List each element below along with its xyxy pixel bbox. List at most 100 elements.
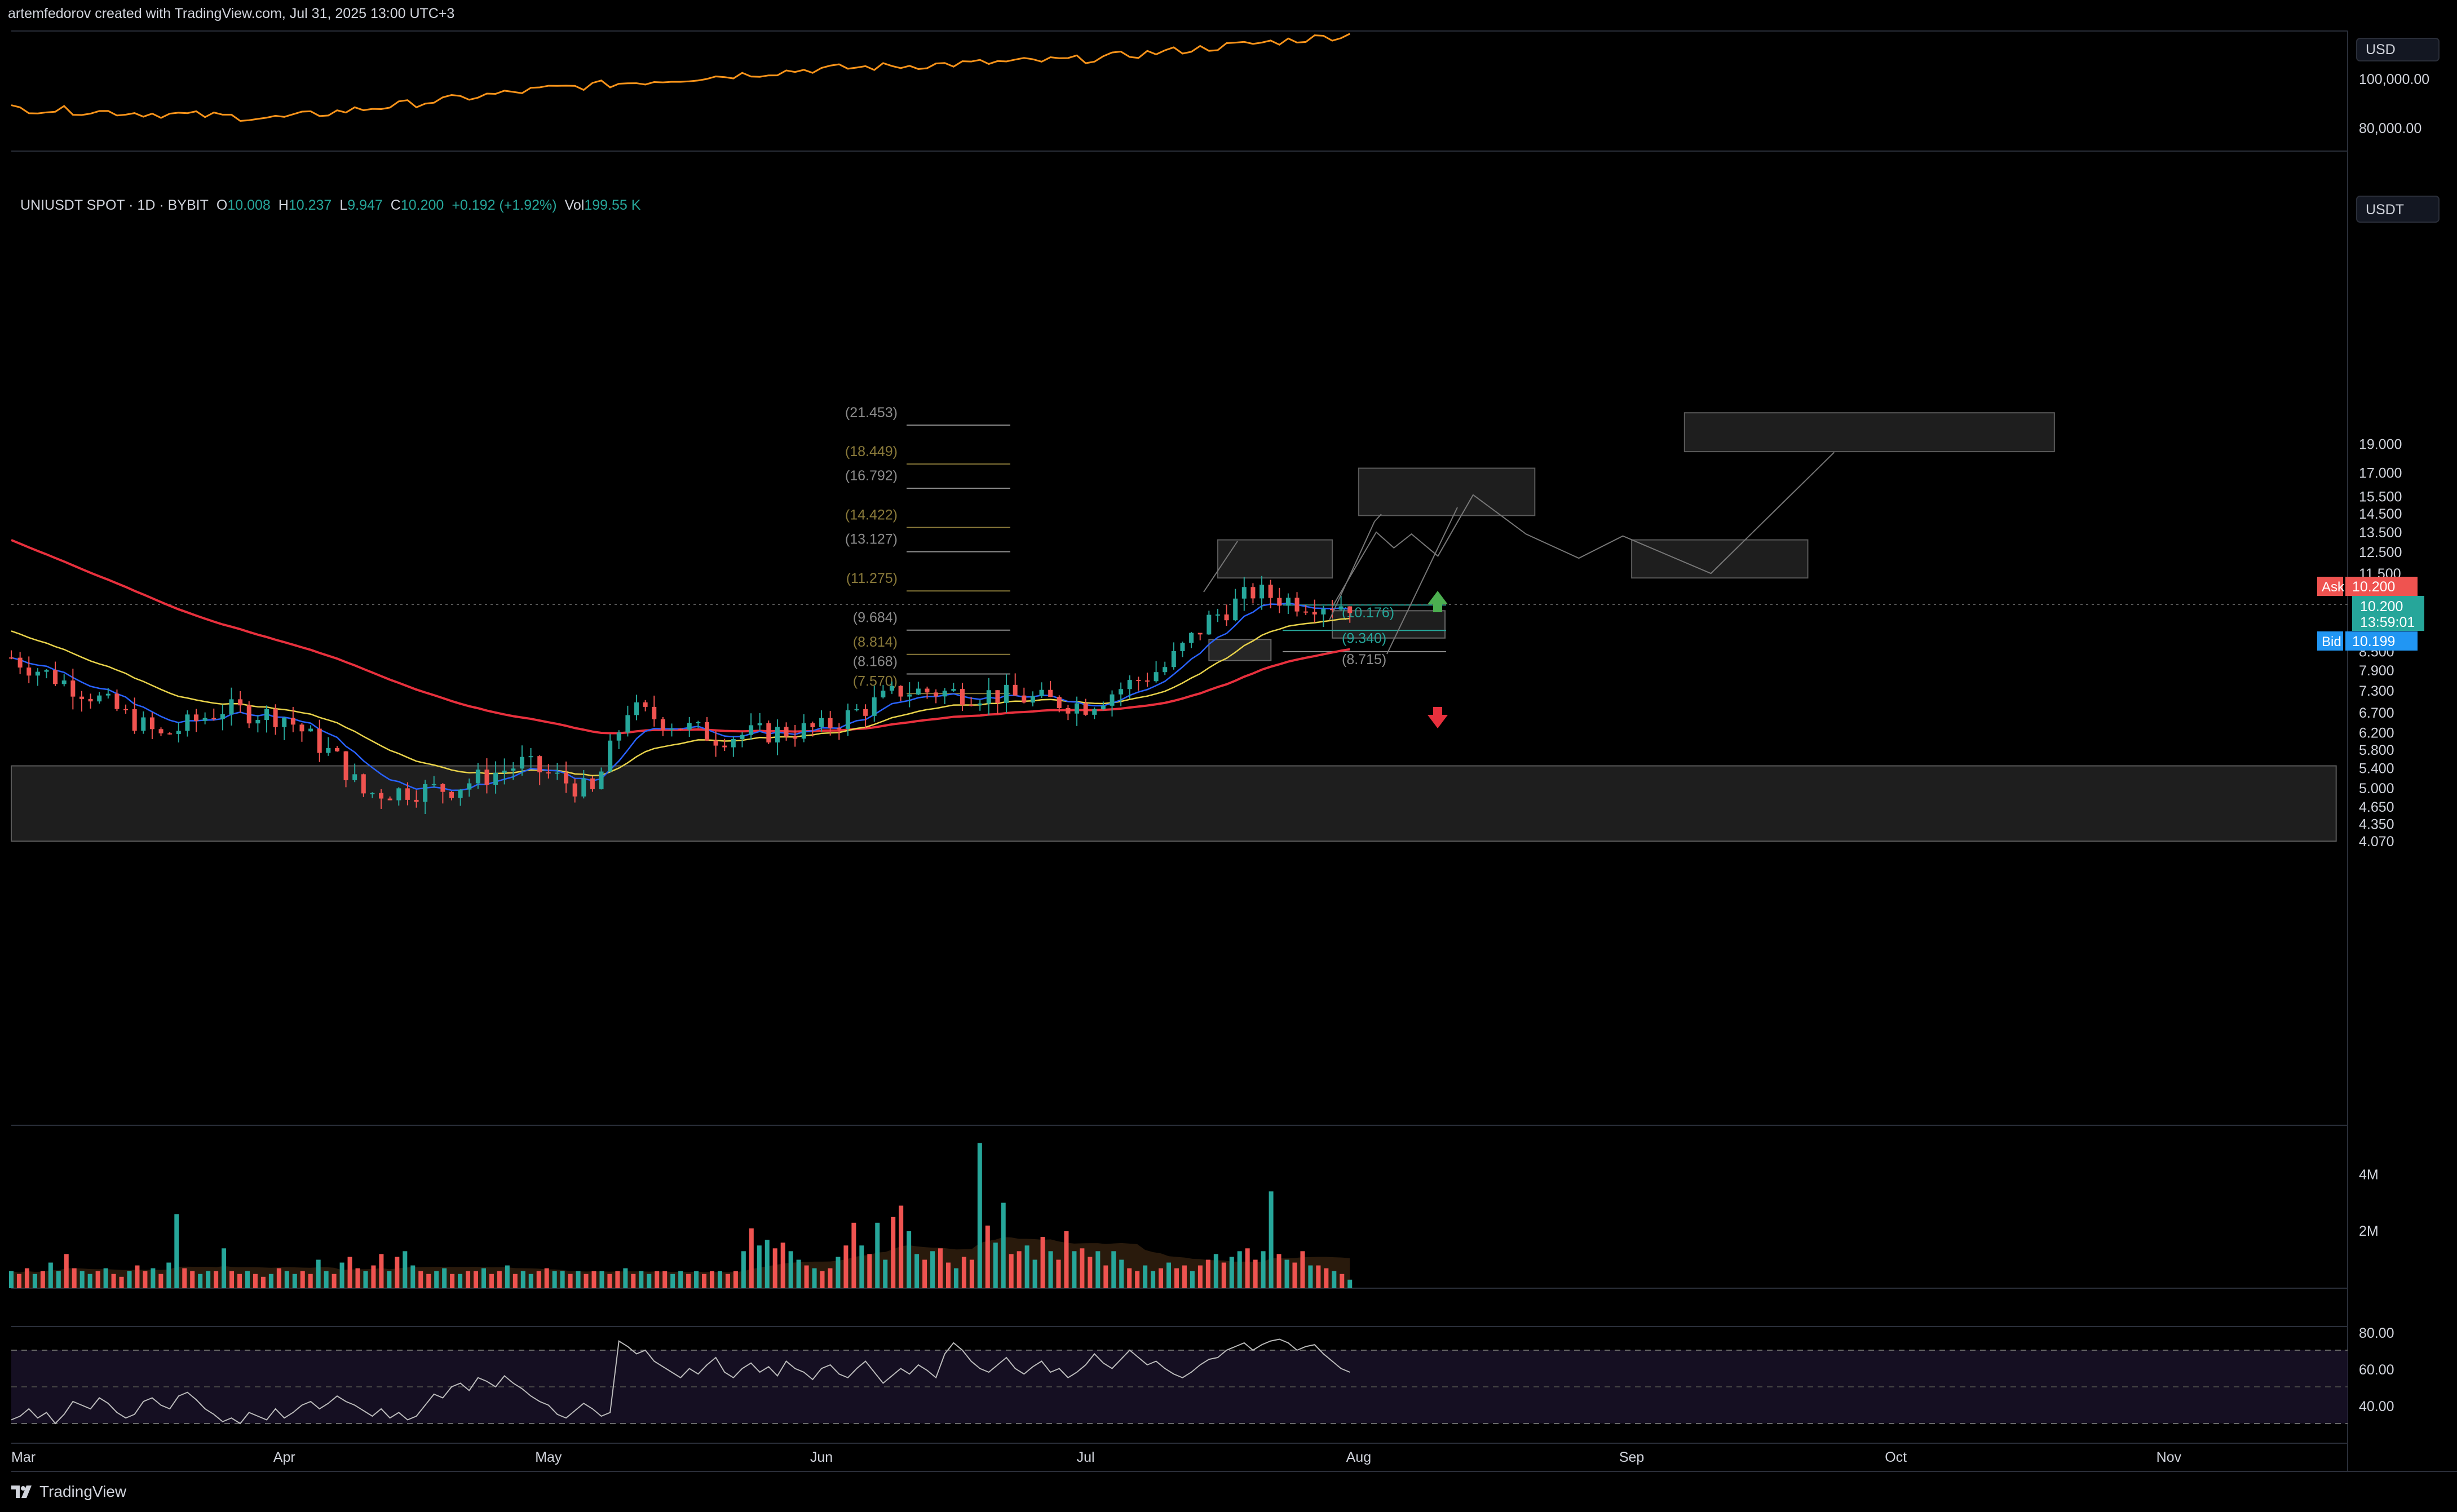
candle-body bbox=[1260, 585, 1265, 599]
candle-body bbox=[1136, 680, 1141, 682]
volume-bar bbox=[1159, 1268, 1164, 1288]
attribution-text: artemfedorov created with TradingView.co… bbox=[8, 6, 455, 21]
candle-body bbox=[475, 770, 480, 784]
symbol-legend: UNIUSDT SPOT · 1D · BYBIT O10.008 H10.23… bbox=[20, 197, 640, 214]
volume-bar bbox=[584, 1274, 589, 1288]
volume-bar bbox=[222, 1248, 227, 1288]
volume-bar bbox=[40, 1271, 45, 1288]
target-box[interactable] bbox=[1332, 610, 1446, 639]
candle-body bbox=[590, 778, 595, 789]
zone-box[interactable] bbox=[1631, 539, 1809, 579]
candle-body bbox=[264, 709, 269, 720]
candle-body bbox=[1030, 696, 1035, 703]
price-y-tick: 4.350 bbox=[2359, 817, 2394, 833]
last-price-value: 10.200 bbox=[2360, 599, 2403, 614]
volume-bar bbox=[56, 1271, 61, 1288]
candle-body bbox=[986, 690, 991, 704]
entry-box[interactable] bbox=[1208, 639, 1272, 661]
volume-bar bbox=[458, 1274, 463, 1288]
volume-bar bbox=[686, 1274, 691, 1288]
volume-bar bbox=[796, 1259, 801, 1288]
volume-bar bbox=[804, 1265, 809, 1288]
volume-bar bbox=[158, 1274, 163, 1288]
volume-bar bbox=[64, 1254, 69, 1288]
volume-bar bbox=[717, 1271, 722, 1288]
candle-body bbox=[819, 718, 824, 727]
price-y-tick: 4.070 bbox=[2359, 834, 2394, 850]
volume-bar bbox=[497, 1271, 502, 1288]
candle-body bbox=[881, 691, 886, 698]
volume-bar bbox=[1237, 1251, 1242, 1288]
volume-bar bbox=[1245, 1248, 1250, 1288]
candle-body bbox=[238, 699, 243, 706]
high-label: H bbox=[278, 197, 289, 213]
ema-mid-line bbox=[11, 617, 1350, 777]
volume-bar bbox=[883, 1259, 888, 1288]
candle-body bbox=[167, 733, 173, 735]
tradingview-logo[interactable]: TradingView bbox=[11, 1483, 126, 1501]
btc-y-tick: 100,000.00 bbox=[2359, 72, 2429, 87]
volume-bar bbox=[1166, 1262, 1172, 1288]
candle-body bbox=[1163, 667, 1168, 673]
volume-bar bbox=[772, 1248, 777, 1288]
candle-body bbox=[572, 783, 577, 797]
time-x-tick: Jul bbox=[1077, 1449, 1095, 1465]
candle-body bbox=[1224, 614, 1229, 621]
candle-body bbox=[79, 696, 84, 699]
candle-body bbox=[643, 702, 648, 707]
time-x-tick: May bbox=[535, 1449, 562, 1465]
candles bbox=[9, 576, 1353, 815]
volume-bar bbox=[1080, 1248, 1085, 1288]
zone-box[interactable] bbox=[1217, 539, 1333, 579]
candle-body bbox=[414, 799, 419, 802]
candle-body bbox=[555, 772, 560, 774]
volume-bar bbox=[623, 1268, 628, 1288]
candle-body bbox=[898, 686, 903, 697]
volume-bar bbox=[969, 1259, 974, 1288]
time-x-tick: Apr bbox=[273, 1449, 295, 1465]
volume-bar bbox=[466, 1271, 471, 1288]
candle-body bbox=[1022, 695, 1027, 703]
price-y-tick: 5.800 bbox=[2359, 742, 2394, 758]
zone-box[interactable] bbox=[11, 765, 2337, 842]
price-y-tick: 15.500 bbox=[2359, 489, 2402, 505]
candle-body bbox=[361, 774, 366, 794]
candle-body bbox=[1110, 694, 1115, 706]
volume-bar bbox=[907, 1231, 912, 1288]
candle-body bbox=[343, 751, 348, 780]
symbol-title[interactable]: UNIUSDT SPOT · 1D · BYBIT bbox=[20, 197, 209, 213]
candle-body bbox=[775, 727, 780, 742]
open-label: O bbox=[216, 197, 228, 213]
candle-body bbox=[784, 727, 789, 737]
volume-bar bbox=[1072, 1251, 1077, 1288]
zone-box[interactable] bbox=[1683, 412, 2055, 453]
volume-bar bbox=[512, 1274, 518, 1288]
candle-body bbox=[396, 788, 401, 801]
position-label: (9.340) bbox=[1342, 630, 1386, 646]
candle-body bbox=[1207, 614, 1212, 635]
candle-body bbox=[440, 784, 445, 792]
close-label: C bbox=[390, 197, 401, 213]
volume-bar bbox=[899, 1205, 904, 1288]
volume-bar bbox=[9, 1271, 14, 1288]
volume-bar bbox=[1127, 1268, 1132, 1288]
candle-body bbox=[141, 717, 146, 731]
candle-body bbox=[511, 768, 516, 771]
volume-bar bbox=[615, 1271, 620, 1288]
volume-bar bbox=[395, 1257, 400, 1288]
candle-body bbox=[537, 756, 542, 772]
fib-levels: (21.453) (18.449) (16.792) (14.422) (13.127)… bbox=[845, 405, 1010, 695]
zone-box[interactable] bbox=[1358, 467, 1536, 516]
fib-label: (21.453) bbox=[845, 405, 898, 421]
arrow-up-icon bbox=[1428, 591, 1448, 612]
volume-bar bbox=[489, 1274, 494, 1288]
volume-bar bbox=[702, 1274, 707, 1288]
volume-bar bbox=[418, 1271, 423, 1288]
volume-bar bbox=[253, 1274, 258, 1288]
candle-body bbox=[581, 778, 586, 797]
candle-body bbox=[757, 723, 762, 726]
candle-body bbox=[255, 720, 260, 724]
price-y-tick: 4.650 bbox=[2359, 799, 2394, 815]
candle-body bbox=[352, 774, 357, 780]
